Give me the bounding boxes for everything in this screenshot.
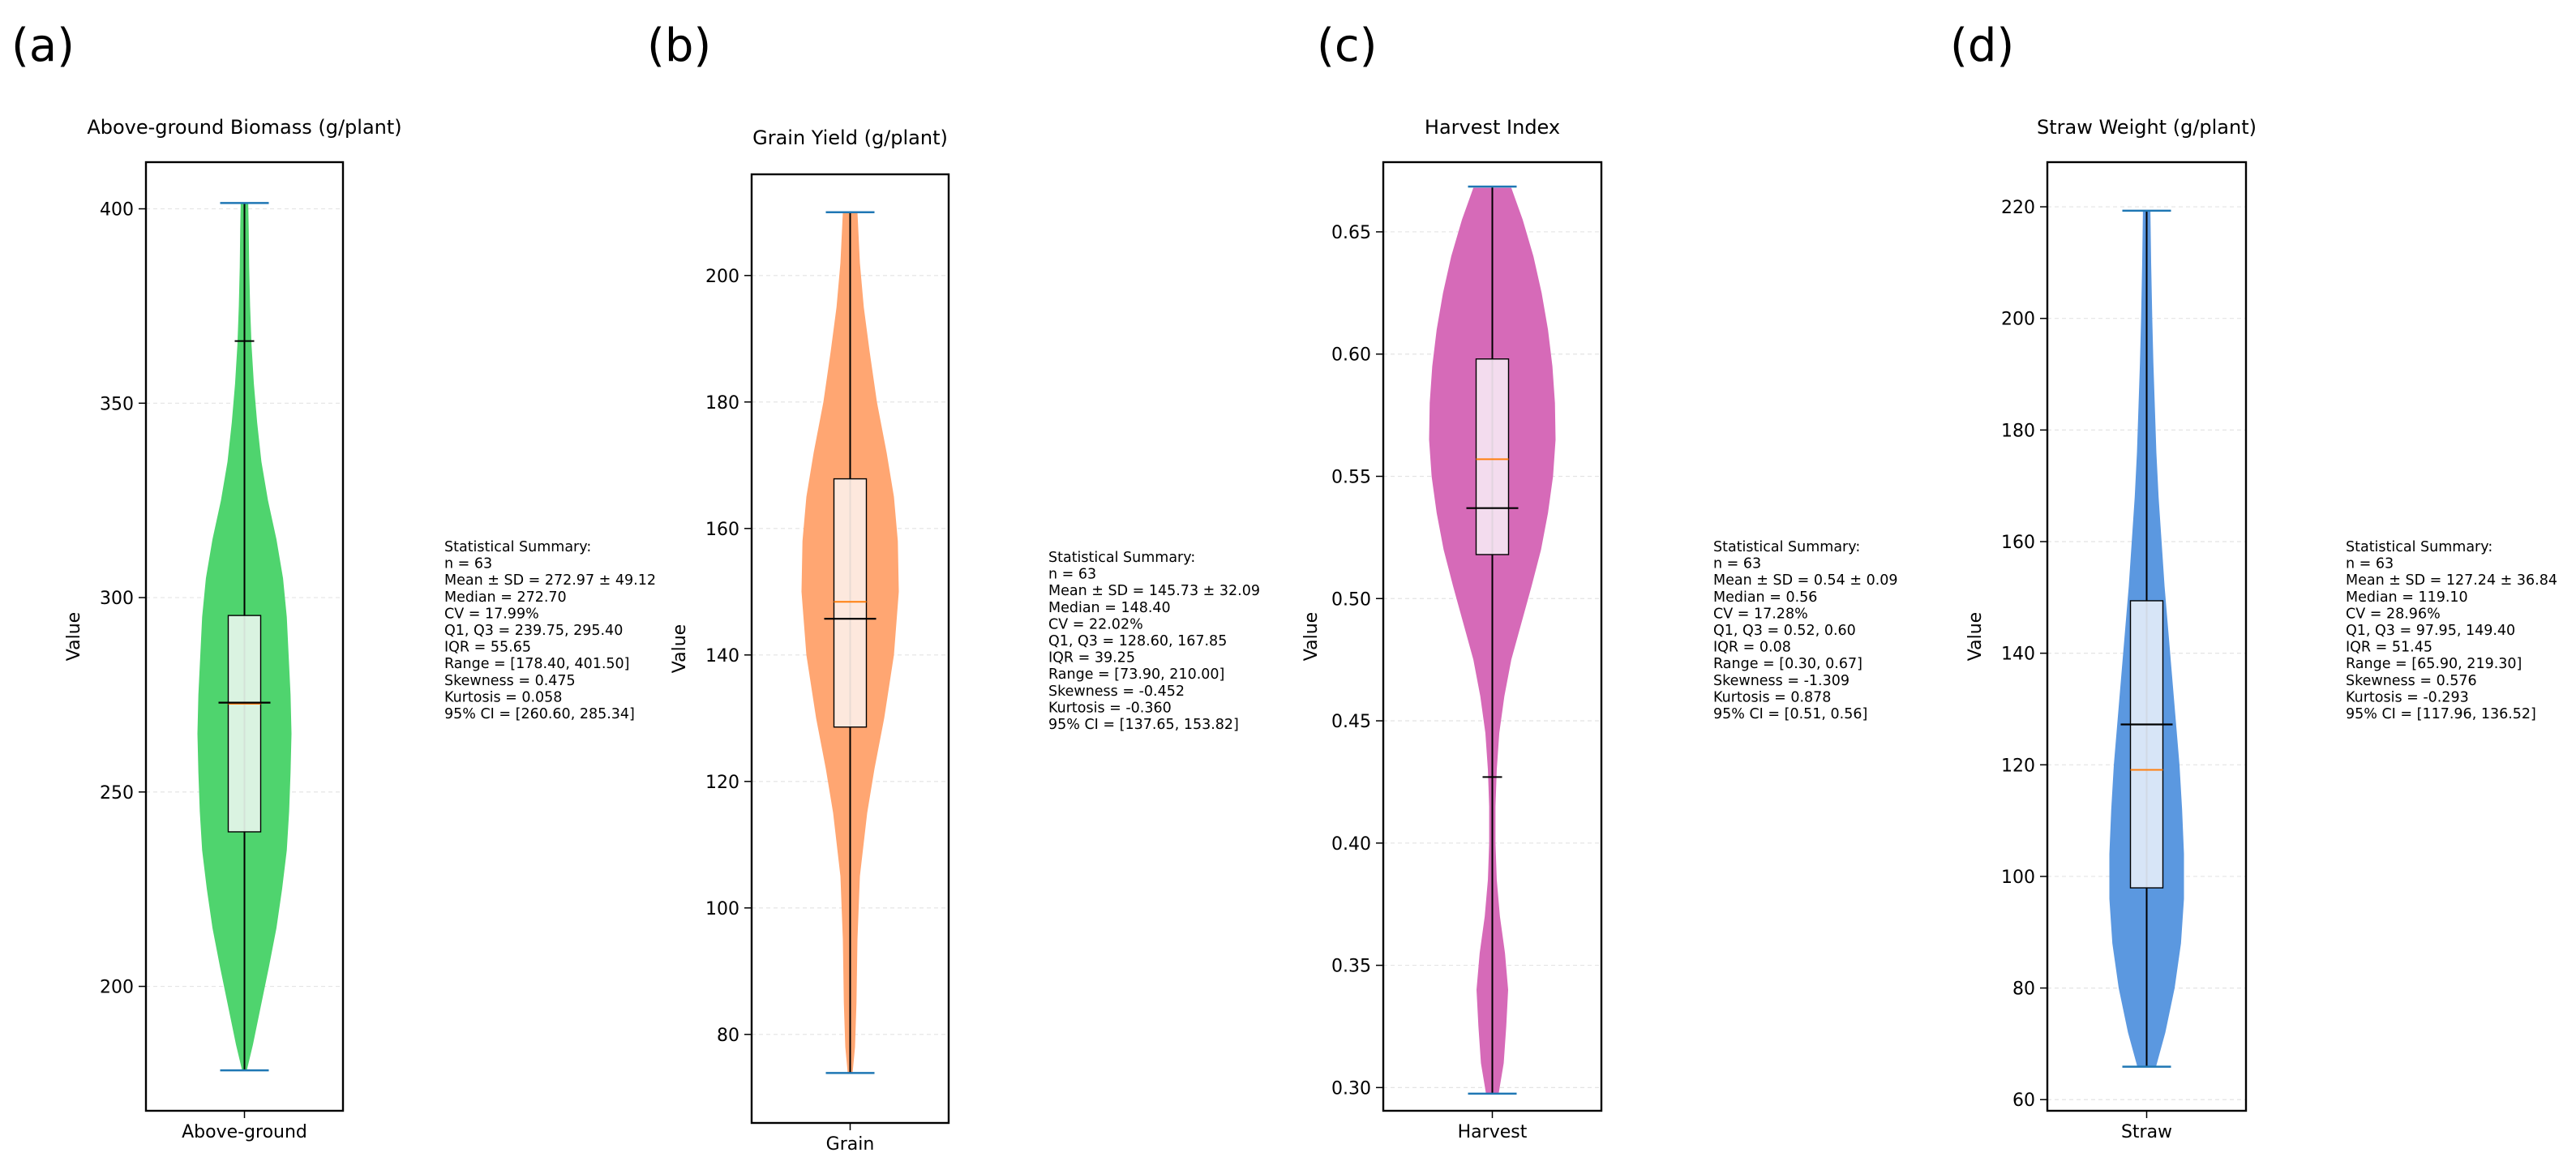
stats-line: 95% CI = [260.60, 285.34] (444, 706, 635, 722)
y-tick-label: 140 (705, 646, 739, 666)
stats-line: Q1, Q3 = 239.75, 295.40 (444, 623, 623, 639)
y-tick-label: 0.55 (1331, 467, 1371, 487)
y-tick-label: 0.60 (1331, 345, 1371, 366)
y-tick-label: 200 (2001, 310, 2035, 330)
y-tick-label: 100 (2001, 868, 2035, 888)
panel-label: (c) (1317, 19, 1377, 72)
y-tick-label: 120 (705, 773, 739, 793)
y-tick-label: 350 (100, 394, 134, 414)
y-tick-label: 220 (2001, 198, 2035, 218)
stats-line: Skewness = -0.452 (1048, 683, 1185, 700)
stats-line: CV = 17.28% (1713, 606, 1808, 622)
x-tick-label: Grain (826, 1134, 875, 1155)
stats-line: Skewness = 0.475 (444, 673, 576, 689)
stats-line: Kurtosis = -0.360 (1048, 700, 1172, 716)
stats-line: Mean ± SD = 0.54 ± 0.09 (1713, 572, 1898, 589)
y-tick-label: 160 (705, 520, 739, 540)
y-axis-label: Value (1965, 612, 1986, 661)
stats-title: Statistical Summary: (1713, 539, 1860, 555)
stats-line: n = 63 (1048, 567, 1096, 583)
iqr-box (2129, 600, 2164, 889)
stats-line: n = 63 (444, 556, 492, 572)
stats-line: IQR = 55.65 (444, 640, 531, 656)
stats-line: Kurtosis = 0.878 (1713, 689, 1831, 705)
stats-line: Range = [0.30, 0.67] (1713, 656, 1862, 672)
panel-label: (a) (11, 19, 75, 72)
y-tick-label: 0.45 (1331, 712, 1371, 732)
y-tick-label: 0.40 (1331, 834, 1371, 855)
y-tick-label: 180 (2001, 421, 2035, 441)
stats-line: Median = 0.56 (1713, 589, 1817, 606)
iqr-box (227, 615, 262, 833)
stats-line: Mean ± SD = 145.73 ± 32.09 (1048, 583, 1260, 599)
panel-c: (c) Harvest Index 0.30 0.35 0.40 0.45 0.50 0.55… (1301, 19, 1898, 1142)
stats-line: IQR = 51.45 (2346, 640, 2432, 656)
stats-line: CV = 17.99% (444, 606, 539, 622)
stats-line: 95% CI = [117.96, 136.52] (2346, 706, 2536, 722)
y-tick-label: 0.50 (1331, 589, 1371, 610)
y-tick-label: 160 (2001, 533, 2035, 553)
y-tick-label: 200 (100, 978, 134, 998)
panel-d: (d) Straw Weight (g/plant) 60 80 100 120 140 16… (1950, 19, 2557, 1142)
stats-line: Range = [73.90, 210.00] (1048, 666, 1224, 683)
stats-line: Median = 272.70 (444, 589, 567, 606)
y-axis-label: Value (670, 624, 690, 673)
stats-line: Range = [65.90, 219.30] (2346, 656, 2522, 672)
x-tick-label: Straw (2121, 1122, 2172, 1142)
y-tick-label: 100 (705, 899, 739, 919)
y-tick-label: 60 (2012, 1091, 2035, 1111)
stats-line: n = 63 (2346, 556, 2394, 572)
stats-line: CV = 22.02% (1048, 616, 1143, 632)
panel-title: Above-ground Biomass (g/plant) (87, 116, 401, 139)
stats-line: n = 63 (1713, 556, 1761, 572)
stats-line: 95% CI = [0.51, 0.56] (1713, 706, 1867, 722)
y-tick-label: 0.35 (1331, 957, 1371, 977)
stats-line: Q1, Q3 = 128.60, 167.85 (1048, 633, 1227, 649)
stats-line: Kurtosis = 0.058 (444, 689, 562, 705)
stats-line: Range = [178.40, 401.50] (444, 656, 630, 672)
stats-title: Statistical Summary: (1048, 550, 1195, 566)
y-tick-label: 200 (705, 267, 739, 287)
stats-line: CV = 28.96% (2346, 606, 2441, 622)
y-tick-label: 250 (100, 783, 134, 803)
stats-title: Statistical Summary: (2346, 539, 2492, 555)
stats-line: Mean ± SD = 272.97 ± 49.12 (444, 572, 656, 589)
y-tick-label: 80 (2012, 979, 2035, 1000)
stats-line: Q1, Q3 = 0.52, 0.60 (1713, 623, 1856, 639)
x-tick-label: Above-ground (182, 1122, 307, 1142)
panel-a: (a) Above-ground Biomass (g/plant) 200 250 3… (11, 19, 656, 1142)
stats-line: Skewness = -1.309 (1713, 673, 1849, 689)
y-tick-label: 80 (717, 1026, 739, 1046)
stats-line: Median = 119.10 (2346, 589, 2468, 606)
stats-title: Statistical Summary: (444, 539, 591, 555)
y-tick-label: 0.30 (1331, 1078, 1371, 1099)
panel-b: (b) Grain Yield (g/plant) 80 100 120 140 160 18… (647, 19, 1260, 1155)
stats-line: Skewness = 0.576 (2346, 673, 2477, 689)
stats-line: Mean ± SD = 127.24 ± 36.84 (2346, 572, 2557, 589)
panel-label: (d) (1950, 19, 2014, 72)
y-tick-label: 120 (2001, 756, 2035, 776)
y-axis-label: Value (1301, 612, 1322, 661)
panel-label: (b) (647, 19, 711, 72)
stats-line: Q1, Q3 = 97.95, 149.40 (2346, 623, 2515, 639)
stats-line: Median = 148.40 (1048, 600, 1171, 616)
x-tick-label: Harvest (1458, 1122, 1528, 1142)
stats-line: Kurtosis = -0.293 (2346, 689, 2469, 705)
y-tick-label: 180 (705, 393, 739, 414)
iqr-box (1475, 358, 1510, 555)
stats-line: IQR = 0.08 (1713, 640, 1791, 656)
stats-line: 95% CI = [137.65, 153.82] (1048, 717, 1239, 733)
panel-title: Straw Weight (g/plant) (2037, 116, 2257, 139)
y-tick-label: 300 (100, 589, 134, 609)
y-tick-label: 140 (2001, 645, 2035, 665)
iqr-box (833, 478, 868, 728)
y-tick-label: 0.65 (1331, 223, 1371, 243)
y-tick-label: 400 (100, 200, 134, 221)
y-axis-label: Value (64, 612, 84, 661)
panel-title: Grain Yield (g/plant) (752, 126, 948, 149)
stats-line: IQR = 39.25 (1048, 650, 1135, 666)
panel-title: Harvest Index (1425, 116, 1560, 139)
